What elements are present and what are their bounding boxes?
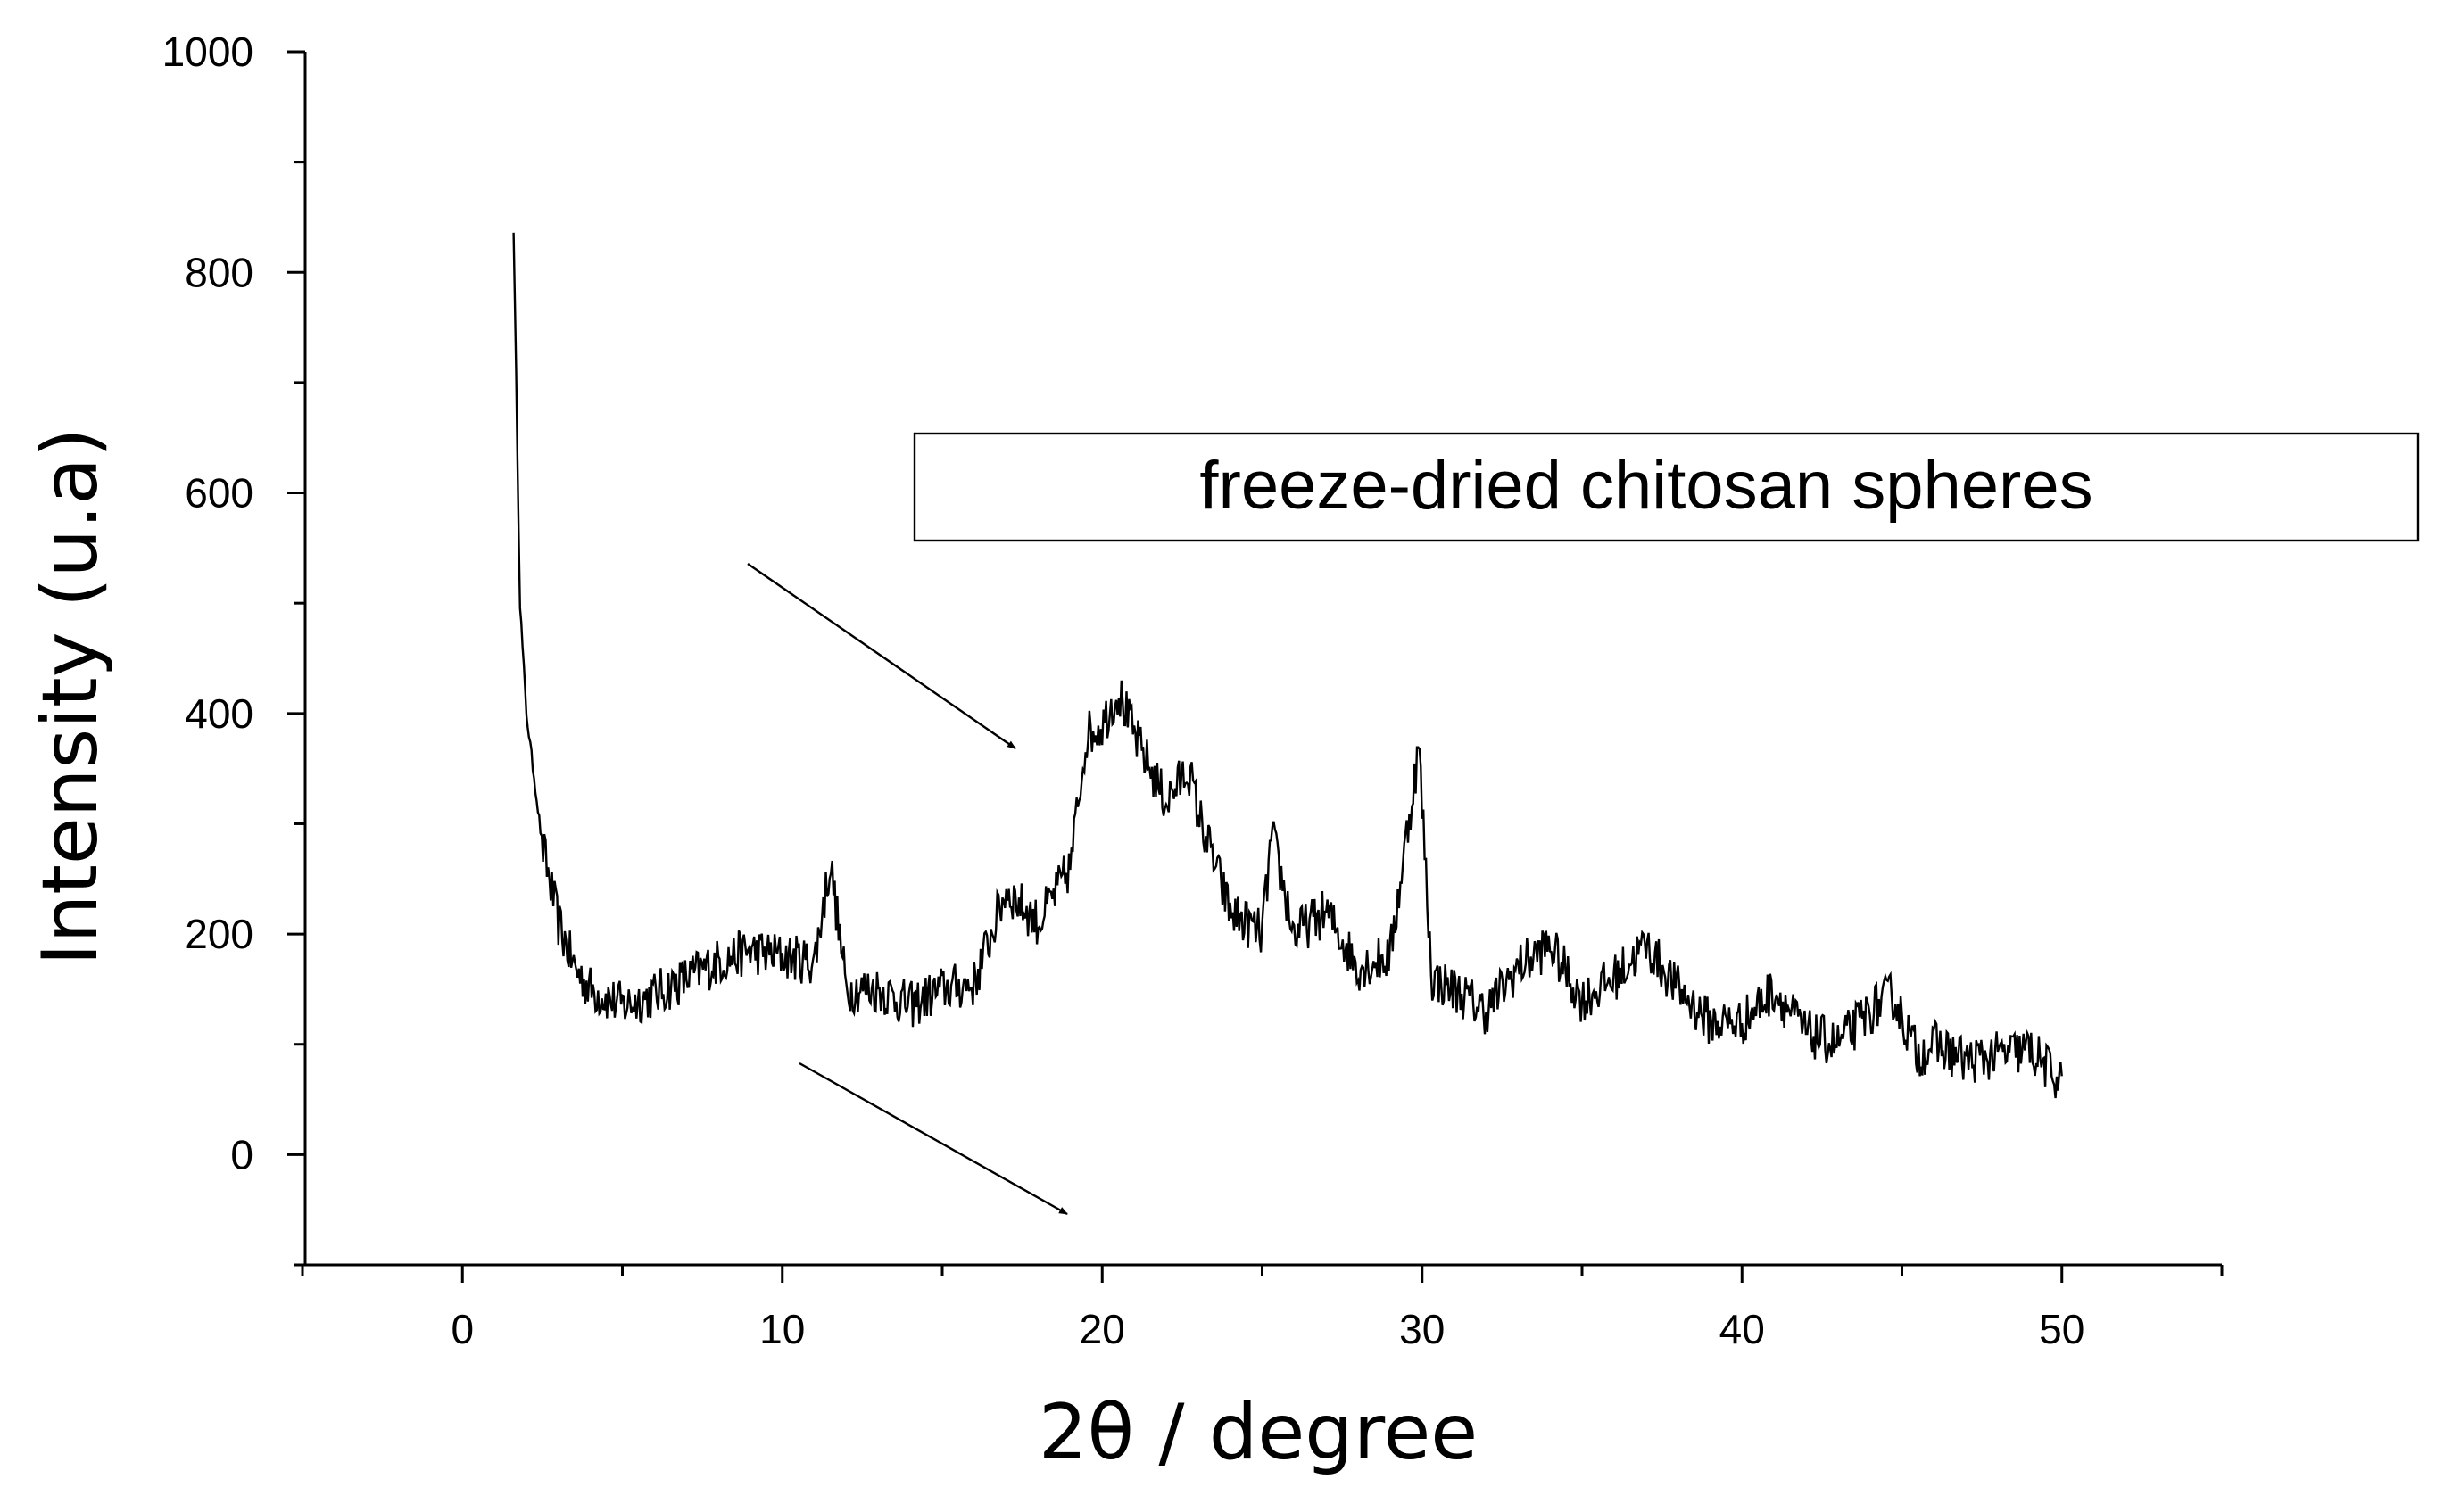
y-tick-label: 400 xyxy=(185,690,253,737)
axes xyxy=(302,52,2222,1267)
annotation-arrow-lower xyxy=(799,1062,1068,1216)
series-line xyxy=(512,232,2063,1099)
x-tick-label: 40 xyxy=(1719,1306,1765,1352)
x-axis-title: 2θ / degree xyxy=(1039,1388,1478,1477)
ticks: 0 10 20 30 40 50 0 200 400 600 800 1000 xyxy=(162,29,2224,1352)
annotation-arrow-upper xyxy=(747,563,1016,749)
y-tick-label: 0 xyxy=(230,1131,253,1177)
legend-box xyxy=(913,432,2420,542)
y-tick-label: 800 xyxy=(185,249,253,295)
x-tick-label: 0 xyxy=(451,1306,474,1352)
y-tick-label: 1000 xyxy=(162,29,253,75)
legend-text: freeze-dried chitosan spheres xyxy=(1199,448,2092,524)
y-tick-label: 600 xyxy=(185,470,253,516)
x-tick-label: 20 xyxy=(1080,1306,1125,1352)
x-tick-label: 50 xyxy=(2039,1306,2084,1352)
y-axis-title: Intensity (u.a) xyxy=(26,427,115,965)
y-tick-label: 200 xyxy=(185,911,253,957)
x-tick-label: 30 xyxy=(1399,1306,1445,1352)
x-tick-label: 10 xyxy=(759,1306,805,1352)
